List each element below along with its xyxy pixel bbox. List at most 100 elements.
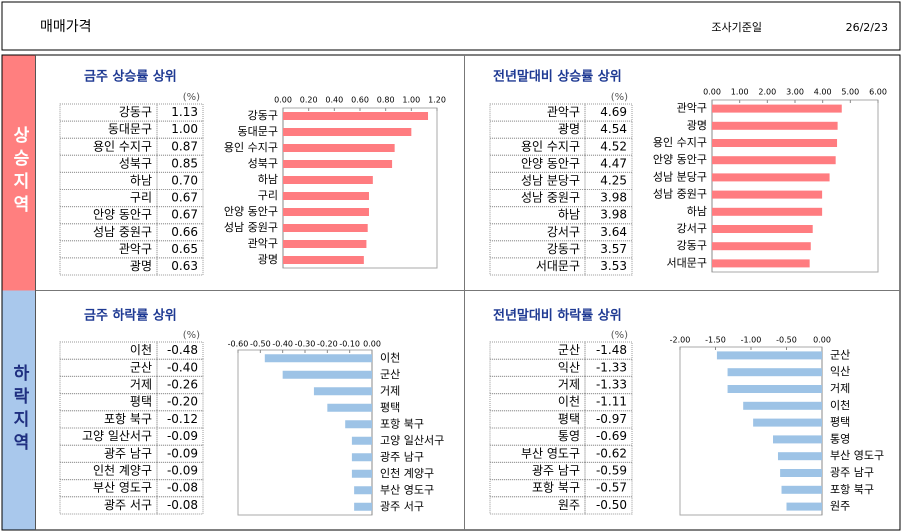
table-name: 통영 <box>558 429 580 443</box>
category-label: 군산 <box>380 368 400 381</box>
bar <box>351 469 372 478</box>
x-tick-label: -1.50 <box>705 336 726 345</box>
table-name: 동대문구 <box>108 122 152 136</box>
table-name: 성북구 <box>119 156 152 170</box>
table-value: 0.65 <box>171 242 198 256</box>
x-tick-label: 4.00 <box>814 88 832 97</box>
table-name: 관악구 <box>547 105 580 119</box>
bar <box>712 156 836 165</box>
x-tick-label: 0.20 <box>300 96 318 105</box>
category-label: 군산 <box>830 348 850 361</box>
table-name: 고양 일산서구 <box>82 429 152 443</box>
category-label: 포항 북구 <box>830 483 874 496</box>
bar <box>283 176 373 184</box>
x-tick-label: -1.00 <box>741 336 762 345</box>
table-cell <box>156 496 204 515</box>
table-name: 군산 <box>130 360 152 374</box>
category-label: 광명 <box>258 253 278 266</box>
unit-label: (%) <box>611 92 628 103</box>
panel-title: 금주 상승률 상위 <box>84 70 177 85</box>
bar <box>354 486 372 495</box>
table-name: 부산 영도구 <box>521 446 580 460</box>
table-value: 4.25 <box>600 173 627 187</box>
bar <box>283 160 393 168</box>
bar <box>712 190 823 199</box>
category-label: 광주 남구 <box>830 466 874 479</box>
table-value: 4.69 <box>600 105 627 119</box>
bar <box>780 469 822 477</box>
table-name: 성남 중원구 <box>93 225 152 239</box>
x-tick-label: 1.20 <box>428 96 446 105</box>
table-name: 성남 중원구 <box>521 191 580 205</box>
table-value: -0.59 <box>596 464 627 478</box>
category-label: 동대문구 <box>238 125 278 138</box>
bar <box>327 403 372 412</box>
table-value: 3.57 <box>600 242 627 256</box>
bar <box>282 370 372 379</box>
table-value: 0.67 <box>171 191 198 205</box>
bar <box>727 368 822 377</box>
table-value: 0.63 <box>171 259 198 273</box>
category-label: 통영 <box>830 432 850 445</box>
unit-label: (%) <box>611 330 628 341</box>
table-value: -0.09 <box>167 464 198 478</box>
category-label: 성남 분당구 <box>653 170 707 183</box>
rise-band <box>2 55 36 291</box>
panel-title: 금주 하락률 상위 <box>84 308 177 324</box>
x-tick-label: -0.40 <box>272 340 293 349</box>
x-tick-label: 6.00 <box>869 88 887 97</box>
category-label: 이천 <box>380 350 400 364</box>
table-value: -0.08 <box>167 498 198 512</box>
table-value: -0.20 <box>167 395 198 409</box>
unit-label: (%) <box>183 330 200 341</box>
bar <box>716 351 822 360</box>
bar <box>283 208 369 216</box>
category-label: 하남 <box>687 204 707 218</box>
category-label: 평택 <box>830 416 850 429</box>
category-label: 원주 <box>830 500 850 513</box>
table-value: 3.53 <box>600 259 627 273</box>
table-name: 포항 북구 <box>532 481 580 495</box>
bar <box>283 112 429 120</box>
table-value: -0.12 <box>167 412 198 426</box>
table-value: -0.50 <box>596 498 627 512</box>
date: 26/2/23 <box>846 21 888 34</box>
x-tick-label: 5.00 <box>841 88 859 97</box>
table-name: 평택 <box>130 395 152 409</box>
bar <box>712 207 823 216</box>
table-name: 하남 <box>558 208 580 222</box>
category-label: 용인 수지구 <box>224 141 278 154</box>
category-label: 강동구 <box>248 109 278 122</box>
x-tick-label: 0.00 <box>274 96 292 105</box>
table-name: 강동구 <box>547 242 580 256</box>
table-name: 광주 남구 <box>104 446 152 460</box>
table-name: 원주 <box>558 498 580 512</box>
table-name: 광주 남구 <box>532 464 580 478</box>
table-value: -1.33 <box>596 360 627 374</box>
bar <box>712 173 830 182</box>
table-name: 익산 <box>558 360 580 374</box>
table-name: 거제 <box>558 378 580 392</box>
table-name: 인천 계양구 <box>93 463 152 478</box>
category-label: 광주 서구 <box>380 500 424 513</box>
category-label: 안양 동안구 <box>224 205 278 218</box>
table-value: 0.66 <box>171 225 198 239</box>
category-label: 성북구 <box>248 157 278 170</box>
table-value: -0.97 <box>596 412 627 426</box>
category-label: 부산 영도구 <box>830 449 884 462</box>
category-label: 강서구 <box>677 222 707 235</box>
category-label: 안양 동안구 <box>653 153 707 166</box>
bar <box>712 104 842 113</box>
panel-title: 전년말대비 상승률 상위 <box>493 69 622 85</box>
table-value: -0.26 <box>167 378 198 392</box>
table-name: 이천 <box>130 342 152 357</box>
category-label: 고양 일산서구 <box>380 433 444 447</box>
section-label: 하락지역 <box>9 364 29 456</box>
x-tick-label: 0.00 <box>813 336 831 345</box>
x-tick-label: 0.80 <box>377 96 395 105</box>
table-name: 광명 <box>130 259 152 273</box>
unit-label: (%) <box>183 92 200 103</box>
x-tick-label: -0.10 <box>339 340 360 349</box>
x-tick-label: -2.00 <box>670 336 691 345</box>
